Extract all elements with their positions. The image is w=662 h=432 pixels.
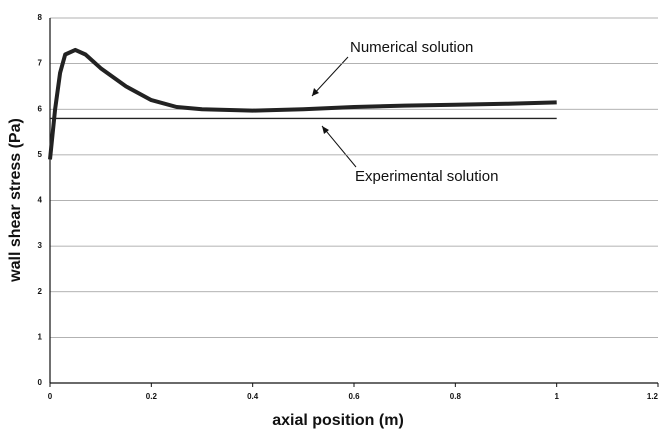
x-tick-label: 0.2	[146, 392, 158, 401]
y-tick-label: 0	[38, 378, 43, 387]
x-axis-label: axial position (m)	[272, 412, 404, 429]
annotation-arrow	[311, 56, 349, 97]
annotation-arrow	[321, 125, 357, 168]
annotation: Experimental solution	[355, 168, 498, 185]
y-tick-label: 7	[38, 59, 43, 68]
y-tick-label: 6	[38, 104, 43, 113]
x-tick-label: 0.8	[450, 392, 462, 401]
y-tick-label: 3	[38, 241, 43, 250]
y-tick-label: 4	[38, 196, 43, 205]
x-tick-label: 1	[554, 392, 559, 401]
y-tick-label: 2	[38, 287, 43, 296]
y-axis-label: wall shear stress (Pa)	[7, 118, 24, 283]
x-tick-label: 0.4	[247, 392, 259, 401]
series-line	[48, 47, 557, 160]
annotation-arrowhead	[322, 126, 329, 134]
y-tick-label: 5	[38, 150, 43, 159]
y-tick-label: 8	[38, 13, 43, 22]
x-tick-label: 1.2	[647, 392, 659, 401]
annotation: Numerical solution	[350, 39, 473, 56]
y-tick-label: 1	[38, 332, 43, 341]
x-tick-label: 0.6	[348, 392, 360, 401]
x-tick-label: 0	[48, 392, 53, 401]
annotation-arrowhead	[312, 88, 319, 96]
